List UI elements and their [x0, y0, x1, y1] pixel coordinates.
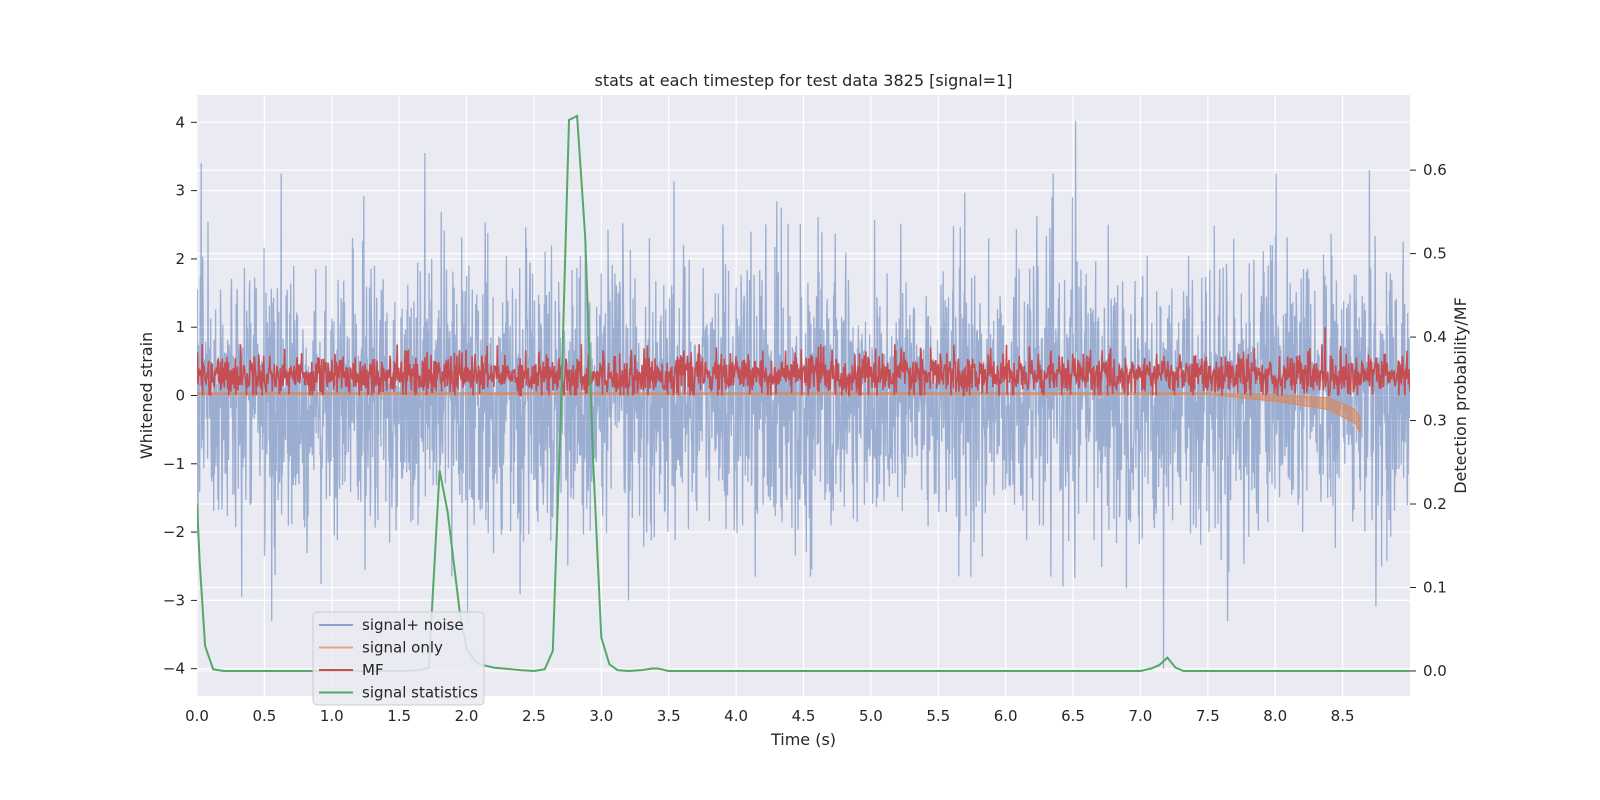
- y2-tick-label: 0.6: [1423, 161, 1447, 179]
- x-tick-label: 5.0: [859, 707, 883, 725]
- x-tick-label: 6.5: [1061, 707, 1085, 725]
- x-tick-label: 4.0: [724, 707, 748, 725]
- legend-label: signal+ noise: [362, 616, 464, 634]
- x-tick-label: 6.0: [994, 707, 1018, 725]
- x-tick-label: 8.5: [1331, 707, 1355, 725]
- y2-tick-label: 0.1: [1423, 578, 1447, 596]
- y-tick-label: 0: [175, 387, 185, 405]
- y-tick-label: −3: [163, 591, 185, 609]
- y-tick-label: 2: [175, 250, 185, 268]
- chart-title: stats at each timestep for test data 382…: [594, 71, 1012, 90]
- y-axis-label: Whitened strain: [137, 332, 156, 459]
- y-tick-label: −2: [163, 523, 185, 541]
- y2-tick-label: 0.5: [1423, 245, 1447, 263]
- series-layer: [197, 114, 1410, 673]
- y-axis-ticks: 4 3 2 1 0 −1 −2 −3 −4: [163, 113, 197, 678]
- y2-axis-label: Detection probability/MF: [1451, 297, 1470, 494]
- y2-tick-label: 0.4: [1423, 328, 1447, 346]
- y-tick-label: −4: [163, 660, 185, 678]
- x-tick-label: 7.5: [1196, 707, 1220, 725]
- x-tick-label: 2.0: [455, 707, 479, 725]
- series-line-signal-noise: [197, 120, 1410, 669]
- y2-axis-ticks: 0.6 0.5 0.4 0.3 0.2 0.1 0.0: [1410, 161, 1447, 680]
- x-axis-ticks: 0.0 0.5 1.0 1.5 2.0 2.5 3.0 3.5 4.0 4.5 5.0 5.5 6.0 6…: [185, 707, 1354, 725]
- x-tick-label: 3.0: [589, 707, 613, 725]
- series-line-mf: [197, 327, 1410, 398]
- y2-tick-label: 0.2: [1423, 495, 1447, 513]
- x-tick-label: 0.0: [185, 707, 209, 725]
- x-tick-label: 3.5: [657, 707, 681, 725]
- y-tick-label: −1: [163, 455, 185, 473]
- x-tick-label: 5.5: [926, 707, 950, 725]
- x-tick-label: 7.0: [1129, 707, 1153, 725]
- x-tick-label: 1.0: [320, 707, 344, 725]
- x-tick-label: 8.0: [1263, 707, 1287, 725]
- y-tick-label: 4: [175, 113, 185, 131]
- legend: signal+ noise signal only MF signal statist…: [312, 611, 485, 706]
- x-tick-label: 2.5: [522, 707, 546, 725]
- x-tick-label: 0.5: [252, 707, 276, 725]
- x-axis-label: Time (s): [770, 730, 836, 749]
- legend-label: signal only: [362, 639, 443, 657]
- legend-box: [312, 611, 485, 706]
- legend-label: MF: [362, 661, 384, 679]
- y2-tick-label: 0.0: [1423, 662, 1447, 680]
- legend-label: signal statistics: [362, 684, 478, 702]
- y-tick-label: 3: [175, 182, 185, 200]
- x-tick-label: 4.5: [792, 707, 816, 725]
- y2-tick-label: 0.3: [1423, 412, 1447, 430]
- x-tick-label: 1.5: [387, 707, 411, 725]
- y-tick-label: 1: [175, 318, 185, 336]
